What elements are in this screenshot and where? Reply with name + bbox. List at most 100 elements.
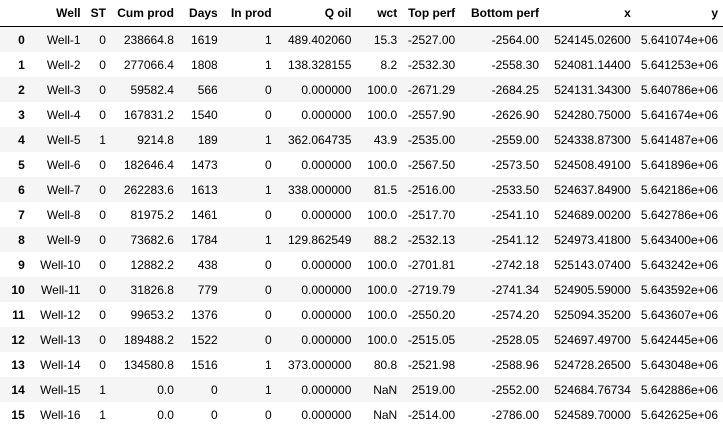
cell-top-perf: -2535.00 (407, 132, 456, 147)
cell-x: 524338.87300 (554, 132, 631, 147)
row-index: 9 (18, 257, 25, 272)
cell-in-prod: 1 (264, 357, 272, 372)
column-header-bottom-perf: Bottom perf (460, 0, 544, 27)
cell-days: 1461 (191, 207, 218, 222)
cell-wct: 8.2 (380, 57, 398, 72)
cell-days: 1808 (191, 57, 218, 72)
cell-bottom-perf: -2573.50 (491, 157, 539, 172)
cell-st: 1 (99, 382, 106, 397)
column-header-q-oil: Q oil (276, 0, 357, 27)
cell-x: 524905.59000 (554, 282, 631, 297)
column-header-days: Days (178, 0, 223, 27)
cell-y: 5.643242e+06 (640, 257, 718, 272)
column-header-top-perf: Top perf (402, 0, 461, 27)
row-index: 6 (18, 182, 25, 197)
header-row: Well ST Cum prod Days In prod Q oil wct … (0, 0, 723, 27)
cell-cum-prod: 0.0 (157, 382, 174, 397)
cell-well: Well-7 (46, 182, 81, 197)
cell-cum-prod: 0.0 (157, 407, 174, 422)
cell-x: 524589.70000 (554, 407, 631, 422)
cell-well: Well-15 (40, 382, 81, 397)
column-header-in-prod: In prod (222, 0, 277, 27)
table-row: 9 Well-10 0 12882.2 438 0 0.000000 100.0 -2701.8… (0, 252, 723, 277)
table-row: 5 Well-6 0 182646.4 1473 0 0.000000 100.0 -2567.… (0, 152, 723, 177)
cell-wct: NaN (373, 382, 398, 397)
cell-top-perf: -2719.79 (407, 282, 456, 297)
cell-q-oil: 0.000000 (301, 157, 352, 172)
cell-cum-prod: 134580.8 (123, 357, 174, 372)
cell-cum-prod: 182646.4 (123, 157, 174, 172)
column-header-well: Well (29, 0, 86, 27)
cell-cum-prod: 238664.8 (123, 32, 174, 47)
cell-bottom-perf: -2588.96 (491, 357, 539, 372)
cell-st: 0 (99, 357, 106, 372)
cell-bottom-perf: -2528.05 (491, 332, 539, 347)
cell-days: 1784 (191, 232, 218, 247)
row-index: 14 (11, 382, 25, 397)
table-row: 13 Well-14 0 134580.8 1516 1 373.000000 80.8 -25… (0, 352, 723, 377)
cell-days: 1540 (191, 107, 218, 122)
cell-days: 1516 (191, 357, 218, 372)
cell-wct: 80.8 (373, 357, 398, 372)
table-header: Well ST Cum prod Days In prod Q oil wct … (0, 0, 723, 27)
cell-top-perf: -2701.81 (407, 257, 456, 272)
cell-st: 0 (99, 282, 106, 297)
cell-cum-prod: 99653.2 (130, 307, 174, 322)
column-header-x: x (544, 0, 636, 27)
cell-cum-prod: 59582.4 (130, 82, 174, 97)
cell-top-perf: -2671.29 (407, 82, 456, 97)
cell-x: 524689.00200 (554, 207, 631, 222)
row-index: 2 (18, 82, 25, 97)
cell-cum-prod: 9214.8 (137, 132, 174, 147)
cell-well: Well-1 (46, 32, 81, 47)
cell-y: 5.642445e+06 (640, 332, 718, 347)
cell-y: 5.640786e+06 (640, 82, 718, 97)
cell-y: 5.641253e+06 (640, 57, 718, 72)
cell-y: 5.641074e+06 (640, 32, 718, 47)
cell-wct: NaN (373, 407, 398, 422)
cell-bottom-perf: -2574.20 (491, 307, 539, 322)
table-row: 0 Well-1 0 238664.8 1619 1 489.402060 15.3 -2527… (0, 26, 723, 52)
cell-st: 0 (99, 107, 106, 122)
cell-q-oil: 0.000000 (301, 282, 352, 297)
cell-q-oil: 362.064735 (288, 132, 352, 147)
cell-well: Well-11 (41, 282, 81, 297)
cell-x: 524637.84900 (554, 182, 631, 197)
cell-cum-prod: 262283.6 (123, 182, 174, 197)
cell-cum-prod: 81975.2 (130, 207, 174, 222)
cell-x: 524131.34300 (554, 82, 631, 97)
cell-top-perf: -2515.05 (407, 332, 456, 347)
cell-top-perf: 2519.00 (411, 382, 456, 397)
cell-in-prod: 1 (264, 132, 272, 147)
table-row: 12 Well-13 0 189488.2 1522 0 0.000000 100.0 -251… (0, 327, 723, 352)
cell-top-perf: -2532.30 (407, 57, 456, 72)
cell-days: 1619 (191, 32, 218, 47)
cell-q-oil: 0.000000 (301, 382, 352, 397)
cell-q-oil: 373.000000 (288, 357, 352, 372)
table-row: 11 Well-12 0 99653.2 1376 0 0.000000 100.0 -2550… (0, 302, 723, 327)
cell-top-perf: -2567.50 (407, 157, 456, 172)
cell-x: 525094.35200 (554, 307, 631, 322)
cell-in-prod: 1 (264, 232, 272, 247)
cell-q-oil: 0.000000 (301, 307, 352, 322)
cell-y: 5.642886e+06 (640, 382, 718, 397)
cell-bottom-perf: -2564.00 (491, 32, 539, 47)
cell-q-oil: 0.000000 (301, 82, 352, 97)
cell-y: 5.642186e+06 (640, 182, 718, 197)
cell-y: 5.642625e+06 (640, 407, 718, 422)
cell-cum-prod: 31826.8 (130, 282, 174, 297)
cell-y: 5.642786e+06 (640, 207, 718, 222)
cell-wct: 15.3 (373, 32, 398, 47)
cell-well: Well-6 (46, 157, 81, 172)
cell-bottom-perf: -2559.00 (491, 132, 539, 147)
cell-in-prod: 0 (264, 307, 272, 322)
column-header-st: ST (85, 0, 111, 27)
cell-days: 0 (211, 407, 218, 422)
cell-top-perf: -2517.70 (407, 207, 456, 222)
column-header-y: y (635, 0, 723, 27)
cell-in-prod: 1 (264, 57, 272, 72)
cell-in-prod: 0 (264, 207, 272, 222)
table-body: 0 Well-1 0 238664.8 1619 1 489.402060 15.3 -2527… (0, 26, 723, 427)
table-row: 8 Well-9 0 73682.6 1784 1 129.862549 88.2 -2532.… (0, 227, 723, 252)
table-row: 7 Well-8 0 81975.2 1461 0 0.000000 100.0 -2517.7… (0, 202, 723, 227)
